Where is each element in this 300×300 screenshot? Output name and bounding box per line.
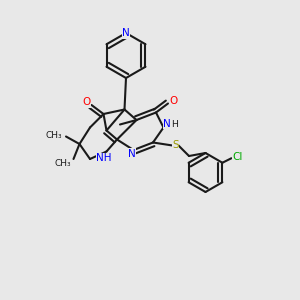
Text: CH₃: CH₃: [46, 130, 62, 140]
Text: N: N: [163, 119, 171, 129]
Text: O: O: [169, 95, 178, 106]
Text: Cl: Cl: [232, 152, 243, 162]
Text: N: N: [128, 148, 136, 159]
Text: CH₃: CH₃: [55, 159, 71, 168]
Text: H: H: [172, 120, 178, 129]
Text: S: S: [172, 140, 179, 151]
Text: N: N: [122, 28, 130, 38]
Text: NH: NH: [96, 153, 112, 163]
Text: O: O: [82, 97, 90, 107]
